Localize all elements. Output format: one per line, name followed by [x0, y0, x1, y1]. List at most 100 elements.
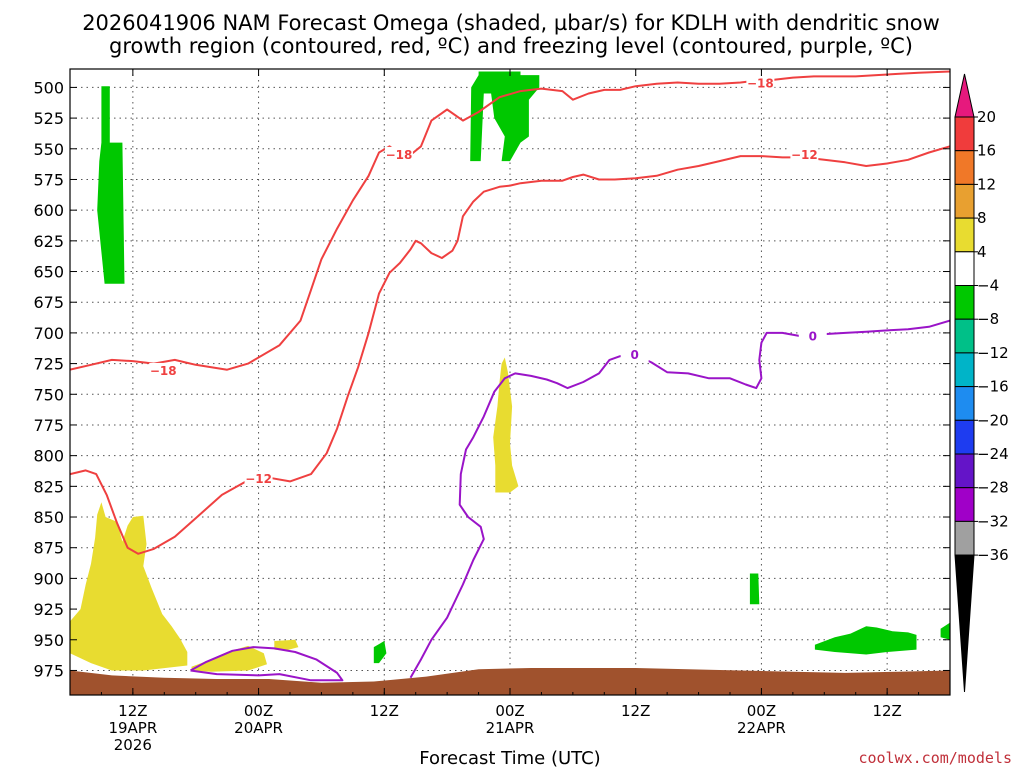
contour-red-minus12	[70, 145, 950, 555]
omega-shade-yellow	[191, 645, 267, 672]
y-axis-ticks: 500 525 550 575 600 625 650 675 700 725 750 775 800 8…	[33, 78, 950, 680]
y-tick-label: 900	[33, 569, 64, 588]
y-tick-label: 575	[33, 170, 64, 189]
colorbar: 20 16 12 8 4 −4 −8 −12 −16 −20 −24 −28 −32 −36	[954, 73, 1009, 693]
y-tick-label: 625	[33, 232, 64, 251]
x-tick-label: 00Z	[244, 702, 273, 720]
y-tick-label: 675	[33, 293, 64, 312]
contour-label-bg	[746, 75, 775, 91]
colorbar-segment	[954, 419, 975, 455]
colorbar-segment	[954, 318, 975, 354]
colorbar-segment	[954, 251, 975, 287]
colorbar-label: −8	[977, 310, 999, 328]
x-tick-label: 12Z	[370, 702, 399, 720]
colorbar-segment	[954, 217, 975, 253]
x-tick-label: 22APR	[737, 719, 786, 737]
contour-label-bg	[790, 146, 819, 162]
colorbar-label: −4	[977, 277, 999, 295]
ground-terrain	[70, 668, 950, 695]
contour-label: −18	[747, 77, 774, 91]
contour-label: 0	[809, 330, 817, 344]
omega-shade-green	[470, 71, 540, 162]
grid-lines	[70, 69, 950, 695]
y-tick-label: 850	[33, 508, 64, 527]
x-tick-label: 19APR	[108, 719, 157, 737]
colorbar-segment	[954, 183, 975, 219]
y-tick-label: 525	[33, 109, 64, 128]
chart-title-line-1: 2026041906 NAM Forecast Omega (shaded, µ…	[82, 11, 940, 35]
contour-label-bg	[244, 470, 273, 486]
y-tick-label: 550	[33, 140, 64, 159]
colorbar-top-arrow	[954, 73, 975, 118]
colorbar-segment	[954, 487, 975, 522]
colorbar-segment	[954, 116, 975, 152]
x-tick-label: 20APR	[234, 719, 283, 737]
y-tick-label: 700	[33, 324, 64, 343]
contour-label: −12	[791, 148, 818, 162]
contour-label-bg	[798, 328, 827, 344]
x-tick-label: 2026	[114, 736, 152, 754]
y-tick-label: 825	[33, 477, 64, 496]
y-tick-label: 600	[33, 201, 64, 220]
omega-shade-green	[373, 641, 387, 664]
y-tick-label: 800	[33, 447, 64, 466]
colorbar-label: 16	[977, 142, 996, 160]
y-tick-label: 875	[33, 539, 64, 558]
colorbar-segment	[954, 453, 975, 489]
colorbar-segment	[954, 352, 975, 388]
contour-purple-0	[190, 319, 950, 682]
x-tick-label: 00Z	[495, 702, 524, 720]
omega-shade-green	[97, 86, 125, 284]
colorbar-label: 8	[977, 209, 987, 227]
temperature-contours	[70, 70, 950, 682]
colorbar-segment	[954, 150, 975, 185]
contour-label-bg	[620, 346, 649, 362]
colorbar-label: 12	[977, 175, 996, 193]
contour-label: 0	[630, 348, 638, 362]
omega-shading	[70, 71, 950, 672]
omega-shade-green	[814, 626, 917, 655]
colorbar-label: −12	[977, 344, 1009, 362]
contour-label-bg	[384, 146, 413, 162]
contour-label: −18	[150, 364, 177, 378]
y-tick-label: 500	[33, 78, 64, 97]
y-tick-label: 725	[33, 355, 64, 374]
y-tick-label: 650	[33, 263, 64, 282]
contour-label: −12	[245, 472, 272, 486]
terrain-fill	[70, 668, 950, 695]
x-tick-label: 12Z	[872, 702, 901, 720]
contour-label-bg	[149, 362, 178, 378]
colorbar-label: −24	[977, 445, 1009, 463]
y-tick-label: 750	[33, 385, 64, 404]
x-axis-title: Forecast Time (UTC)	[419, 748, 600, 768]
colorbar-label: −32	[977, 512, 1009, 530]
colorbar-segment	[954, 285, 975, 320]
contour-labels: −18 −18 −18 −12 −12 0 0	[149, 75, 827, 486]
colorbar-label: −20	[977, 411, 1009, 429]
chart-title-line-2: growth region (contoured, red, ºC) and f…	[109, 34, 913, 58]
colorbar-label: −36	[977, 546, 1009, 564]
colorbar-segment	[954, 386, 975, 421]
x-tick-label: 21APR	[486, 719, 535, 737]
colorbar-label: −16	[977, 378, 1009, 396]
y-tick-label: 925	[33, 600, 64, 619]
x-tick-label: 12Z	[621, 702, 650, 720]
y-tick-label: 975	[33, 661, 64, 680]
omega-shade-yellow	[70, 502, 188, 671]
y-tick-label: 950	[33, 631, 64, 650]
x-tick-label: 00Z	[747, 702, 776, 720]
omega-shade-green	[940, 622, 950, 640]
colorbar-bottom-arrow	[954, 554, 975, 693]
colorbar-segment	[954, 520, 975, 556]
y-tick-label: 775	[33, 416, 64, 435]
omega-shade-yellow	[274, 639, 299, 651]
omega-shade-yellow	[493, 357, 519, 493]
omega-shade-green	[749, 573, 760, 605]
colorbar-label: 4	[977, 243, 987, 261]
x-tick-label: 12Z	[118, 702, 147, 720]
site-credit: coolwx.com/models	[858, 749, 1012, 767]
contour-label: −18	[386, 148, 413, 162]
colorbar-label: −28	[977, 479, 1009, 497]
